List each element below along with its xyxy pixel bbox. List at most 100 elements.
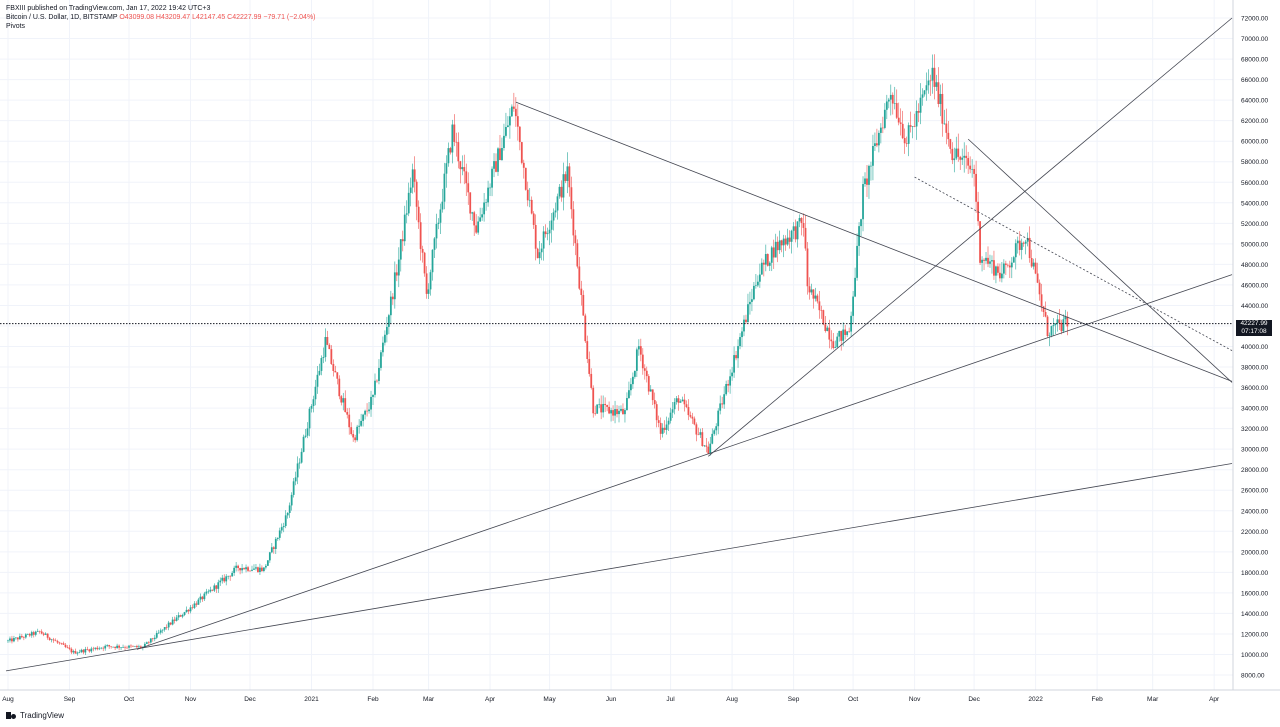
candle-body	[864, 178, 866, 185]
candle-body	[705, 445, 708, 447]
candle-body	[881, 127, 884, 129]
current-price-label: 42227.99	[1236, 319, 1272, 328]
candle-body	[935, 82, 938, 87]
price-axis[interactable]: 8000.00 10000.00 12000.00 14000.00 16000.00 1…	[1241, 16, 1268, 680]
candle-body	[751, 299, 753, 302]
price-tick-label: 22000.00	[1241, 529, 1268, 536]
candle-body	[231, 572, 234, 577]
candle-body	[544, 231, 547, 235]
candle-body	[802, 222, 805, 228]
trendlines	[5, 17, 1233, 672]
candle-body	[614, 409, 616, 416]
candle-body	[262, 567, 265, 571]
candle-body	[941, 93, 944, 124]
chart-grid	[0, 0, 1233, 690]
candle-body	[683, 399, 686, 405]
candle-body	[155, 633, 158, 638]
candle-body	[1028, 237, 1031, 259]
candle-body	[564, 174, 567, 181]
candle-body	[812, 289, 815, 299]
candle-body	[211, 589, 214, 591]
candle-body	[717, 410, 720, 427]
candle-body	[630, 384, 632, 391]
candle-body	[13, 638, 15, 642]
candle-body	[949, 139, 952, 149]
time-tick-label: Feb	[1092, 696, 1104, 703]
price-tick-label: 46000.00	[1241, 282, 1268, 289]
candle-body	[82, 649, 85, 653]
candle-body	[768, 262, 771, 266]
candle-body	[879, 127, 882, 133]
candle-body	[249, 570, 251, 572]
price-tick-label: 64000.00	[1241, 98, 1268, 105]
time-tick-label: Mar	[423, 696, 435, 703]
time-axis[interactable]: Aug Sep Oct Nov Dec 2021 Feb Mar Apr May Jun Jul Aug…	[2, 696, 1220, 703]
candle-body	[423, 252, 426, 274]
candle-body	[163, 627, 166, 630]
candle-body	[376, 380, 378, 382]
candle-body	[477, 221, 480, 233]
candle-body	[415, 181, 418, 207]
trendline	[515, 101, 1233, 382]
candle-body	[102, 647, 105, 649]
candle-body	[213, 585, 216, 591]
candle-body	[608, 406, 610, 414]
candle-body	[161, 629, 164, 631]
candle-body	[385, 326, 388, 335]
candle-body	[130, 645, 132, 647]
candle-body	[822, 310, 825, 325]
candle-body	[959, 156, 962, 160]
candle-body	[1048, 335, 1051, 337]
candle-body	[207, 591, 210, 593]
candle-body	[624, 410, 626, 415]
candle-body	[165, 627, 168, 628]
candle-body	[510, 106, 513, 117]
indicator-label[interactable]: Pivots	[6, 23, 26, 30]
candle-body	[729, 376, 732, 386]
candle-body	[1030, 258, 1033, 267]
candle-body	[606, 405, 609, 407]
candle-body	[118, 645, 120, 648]
candle-body	[897, 117, 900, 123]
candle-body	[895, 103, 898, 118]
candle-body	[862, 184, 864, 220]
candle-body	[288, 505, 291, 513]
price-tick-label: 34000.00	[1241, 406, 1268, 413]
candle-body	[391, 296, 394, 300]
candle-body	[743, 319, 745, 332]
candle-body	[721, 403, 724, 405]
candle-body	[772, 247, 775, 258]
candle-body	[1032, 262, 1035, 267]
candle-body	[66, 647, 69, 648]
candle-body	[576, 243, 579, 267]
candle-body	[179, 615, 182, 617]
candle-body	[30, 632, 33, 636]
candle-body	[332, 363, 335, 371]
candle-body	[370, 396, 372, 410]
candle-body	[1050, 326, 1053, 336]
candle-body	[350, 427, 353, 435]
candle-body	[786, 237, 789, 245]
candle-body	[747, 304, 749, 323]
candle-body	[538, 252, 541, 259]
candle-body	[872, 146, 874, 166]
candle-body	[431, 249, 434, 273]
candle-body	[681, 399, 684, 402]
candle-body	[870, 165, 872, 167]
candle-body	[455, 141, 458, 143]
candle-body	[671, 409, 674, 413]
candle-body	[939, 93, 942, 105]
candle-body	[657, 420, 660, 423]
candle-body	[217, 582, 220, 589]
candle-body	[225, 576, 228, 582]
candle-body	[983, 259, 985, 261]
candle-body	[68, 647, 71, 649]
candle-body	[235, 565, 238, 568]
candle-body	[493, 161, 495, 169]
candle-body	[572, 209, 575, 236]
trendline	[5, 463, 1233, 672]
candle-body	[50, 639, 53, 641]
footer-brand[interactable]: TradingView	[20, 711, 65, 720]
candle-body	[622, 408, 624, 415]
